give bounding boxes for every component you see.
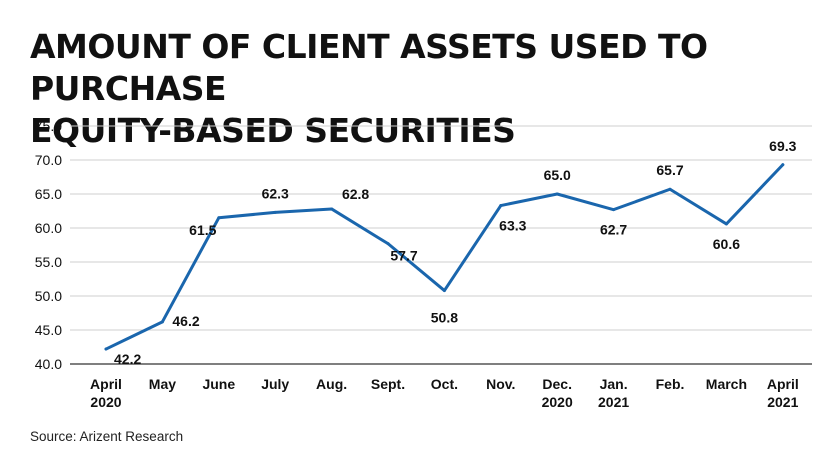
data-point <box>555 192 559 196</box>
x-tick-label: Oct. <box>431 376 458 392</box>
y-tick-label: 75.0 <box>35 118 62 134</box>
x-tick-label-year: 2020 <box>90 394 121 410</box>
x-tick-label: Jan. <box>600 376 628 392</box>
x-tick-label: May <box>149 376 176 392</box>
data-point <box>612 208 616 212</box>
x-tick-label-year: 2021 <box>598 394 629 410</box>
line-chart: 40.0 45.0 50.0 55.0 60.0 65.0 70.0 75.0 April 202… <box>35 118 812 410</box>
y-tick-label: 45.0 <box>35 322 62 338</box>
y-tick-label: 40.0 <box>35 356 62 372</box>
data-point <box>330 207 334 211</box>
data-label: 62.8 <box>342 186 369 202</box>
data-point <box>781 163 785 167</box>
x-tick-label-year: 2020 <box>542 394 573 410</box>
data-point <box>499 204 503 208</box>
data-label: 62.3 <box>262 185 289 201</box>
data-label: 46.2 <box>172 313 199 329</box>
data-point <box>442 289 446 293</box>
data-label: 69.3 <box>769 138 796 154</box>
data-point <box>724 222 728 226</box>
x-tick-label: Feb. <box>656 376 685 392</box>
x-tick-label: April <box>767 376 799 392</box>
data-point <box>160 320 164 324</box>
data-label: 50.8 <box>431 310 458 326</box>
x-tick-label: Aug. <box>316 376 347 392</box>
x-tick-label: July <box>261 376 289 392</box>
chart-title-line-2: EQUITY-BASED SECURITIES <box>30 111 516 150</box>
source-note: Source: Arizent Research <box>30 429 184 444</box>
data-label: 65.0 <box>544 167 571 183</box>
x-tick-label: Sept. <box>371 376 405 392</box>
data-point <box>217 216 221 220</box>
x-tick-label: Nov. <box>486 376 515 392</box>
x-tick-label: March <box>706 376 747 392</box>
data-point <box>668 187 672 191</box>
data-label: 60.6 <box>713 236 740 252</box>
x-tick-label: April <box>90 376 122 392</box>
data-label: 62.7 <box>600 222 627 238</box>
data-point <box>104 347 108 351</box>
y-tick-label: 70.0 <box>35 152 62 168</box>
chart-title-line-1: AMOUNT OF CLIENT ASSETS USED TO PURCHASE <box>30 27 708 108</box>
x-tick-label-year: 2021 <box>767 394 798 410</box>
data-label: 63.3 <box>499 218 526 234</box>
data-point <box>273 210 277 214</box>
y-tick-label: 60.0 <box>35 220 62 236</box>
y-tick-label: 65.0 <box>35 186 62 202</box>
x-tick-label: Dec. <box>542 376 572 392</box>
chart-title: AMOUNT OF CLIENT ASSETS USED TO PURCHASE… <box>30 26 830 152</box>
data-label: 61.5 <box>189 222 216 238</box>
data-point <box>386 242 390 246</box>
data-label: 57.7 <box>390 248 417 264</box>
x-tick-label: June <box>202 376 235 392</box>
y-tick-label: 55.0 <box>35 254 62 270</box>
y-tick-label: 50.0 <box>35 288 62 304</box>
data-label: 65.7 <box>656 162 683 178</box>
data-label: 42.2 <box>114 351 141 367</box>
